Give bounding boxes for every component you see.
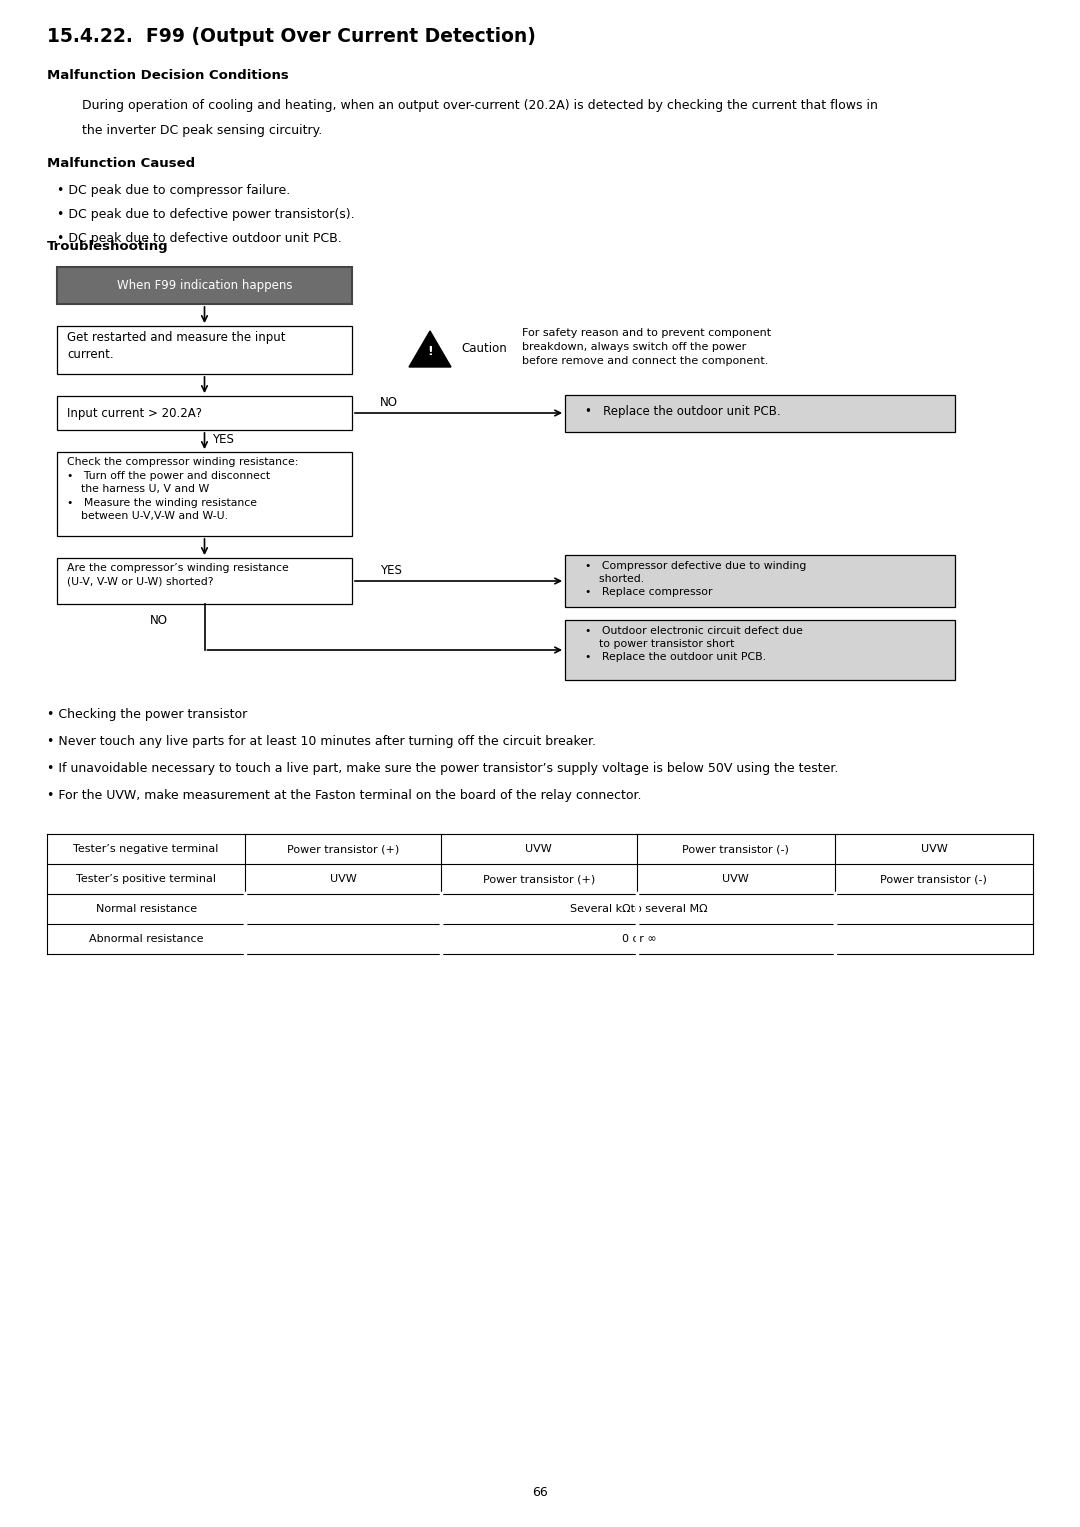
Polygon shape	[409, 331, 451, 366]
Text: Check the compressor winding resistance:
•   Turn off the power and disconnect
 : Check the compressor winding resistance:…	[67, 457, 298, 521]
Text: Are the compressor’s winding resistance
(U-V, V-W or U-W) shorted?: Are the compressor’s winding resistance …	[67, 563, 288, 586]
Text: • For the UVW, make measurement at the Faston terminal on the board of the relay: • For the UVW, make measurement at the F…	[48, 789, 642, 802]
Text: • DC peak due to compressor failure.: • DC peak due to compressor failure.	[57, 183, 291, 197]
Bar	[57, 267, 352, 304]
Text: Troubleshooting: Troubleshooting	[48, 240, 168, 253]
Text: Power transistor (+): Power transistor (+)	[287, 844, 400, 854]
Text: !: !	[427, 345, 433, 359]
Bar	[57, 557, 352, 605]
Text: NO: NO	[149, 614, 167, 628]
Text: Abnormal resistance: Abnormal resistance	[89, 935, 203, 944]
Text: Input current > 20.2A?: Input current > 20.2A?	[67, 406, 202, 420]
Text: •   Replace the outdoor unit PCB.: • Replace the outdoor unit PCB.	[585, 405, 781, 418]
Text: Power transistor (-): Power transistor (-)	[880, 873, 987, 884]
Text: • If unavoidable necessary to touch a live part, make sure the power transistor’: • If unavoidable necessary to touch a li…	[48, 762, 838, 776]
Text: 15.4.22.  F99 (Output Over Current Detection): 15.4.22. F99 (Output Over Current Detect…	[48, 27, 536, 46]
Bar	[57, 395, 352, 431]
Text: Malfunction Caused: Malfunction Caused	[48, 157, 195, 169]
Text: Several kΩto several MΩ: Several kΩto several MΩ	[570, 904, 707, 915]
Bar	[57, 325, 352, 374]
Bar	[57, 452, 352, 536]
Text: •   Outdoor electronic circuit defect due
    to power transistor short
•   Repl: • Outdoor electronic circuit defect due …	[585, 626, 802, 663]
Text: • Never touch any live parts for at least 10 minutes after turning off the circu: • Never touch any live parts for at leas…	[48, 734, 596, 748]
Text: Get restarted and measure the input
current.: Get restarted and measure the input curr…	[67, 331, 285, 360]
Text: Tester’s positive terminal: Tester’s positive terminal	[76, 873, 216, 884]
Bar	[565, 394, 955, 432]
Text: Tester’s negative terminal: Tester’s negative terminal	[73, 844, 219, 854]
Text: the inverter DC peak sensing circuitry.: the inverter DC peak sensing circuitry.	[82, 124, 322, 137]
Text: For safety reason and to prevent component
breakdown, always switch off the powe: For safety reason and to prevent compone…	[522, 328, 771, 366]
Bar	[565, 554, 955, 608]
Text: • Checking the power transistor: • Checking the power transistor	[48, 709, 247, 721]
Text: NO: NO	[380, 395, 399, 409]
Text: •   Compressor defective due to winding
    shorted.
•   Replace compressor: • Compressor defective due to winding sh…	[585, 560, 807, 597]
Text: During operation of cooling and heating, when an output over-current (20.2A) is : During operation of cooling and heating,…	[82, 99, 878, 111]
Text: UVW: UVW	[525, 844, 552, 854]
Text: 66: 66	[532, 1486, 548, 1500]
Text: Malfunction Decision Conditions: Malfunction Decision Conditions	[48, 69, 288, 82]
Text: YES: YES	[213, 434, 234, 446]
Text: • DC peak due to defective power transistor(s).: • DC peak due to defective power transis…	[57, 208, 354, 221]
Text: UVW: UVW	[329, 873, 356, 884]
Text: UVW: UVW	[723, 873, 750, 884]
Text: Power transistor (+): Power transistor (+)	[483, 873, 595, 884]
Bar	[565, 620, 955, 680]
Text: 0 or ∞: 0 or ∞	[622, 935, 657, 944]
Text: UVW: UVW	[920, 844, 947, 854]
Text: When F99 indication happens: When F99 indication happens	[117, 279, 293, 292]
Text: Normal resistance: Normal resistance	[95, 904, 197, 915]
Text: Caution: Caution	[461, 342, 507, 356]
Text: YES: YES	[380, 563, 402, 577]
Text: Power transistor (-): Power transistor (-)	[683, 844, 789, 854]
Text: • DC peak due to defective outdoor unit PCB.: • DC peak due to defective outdoor unit …	[57, 232, 341, 244]
